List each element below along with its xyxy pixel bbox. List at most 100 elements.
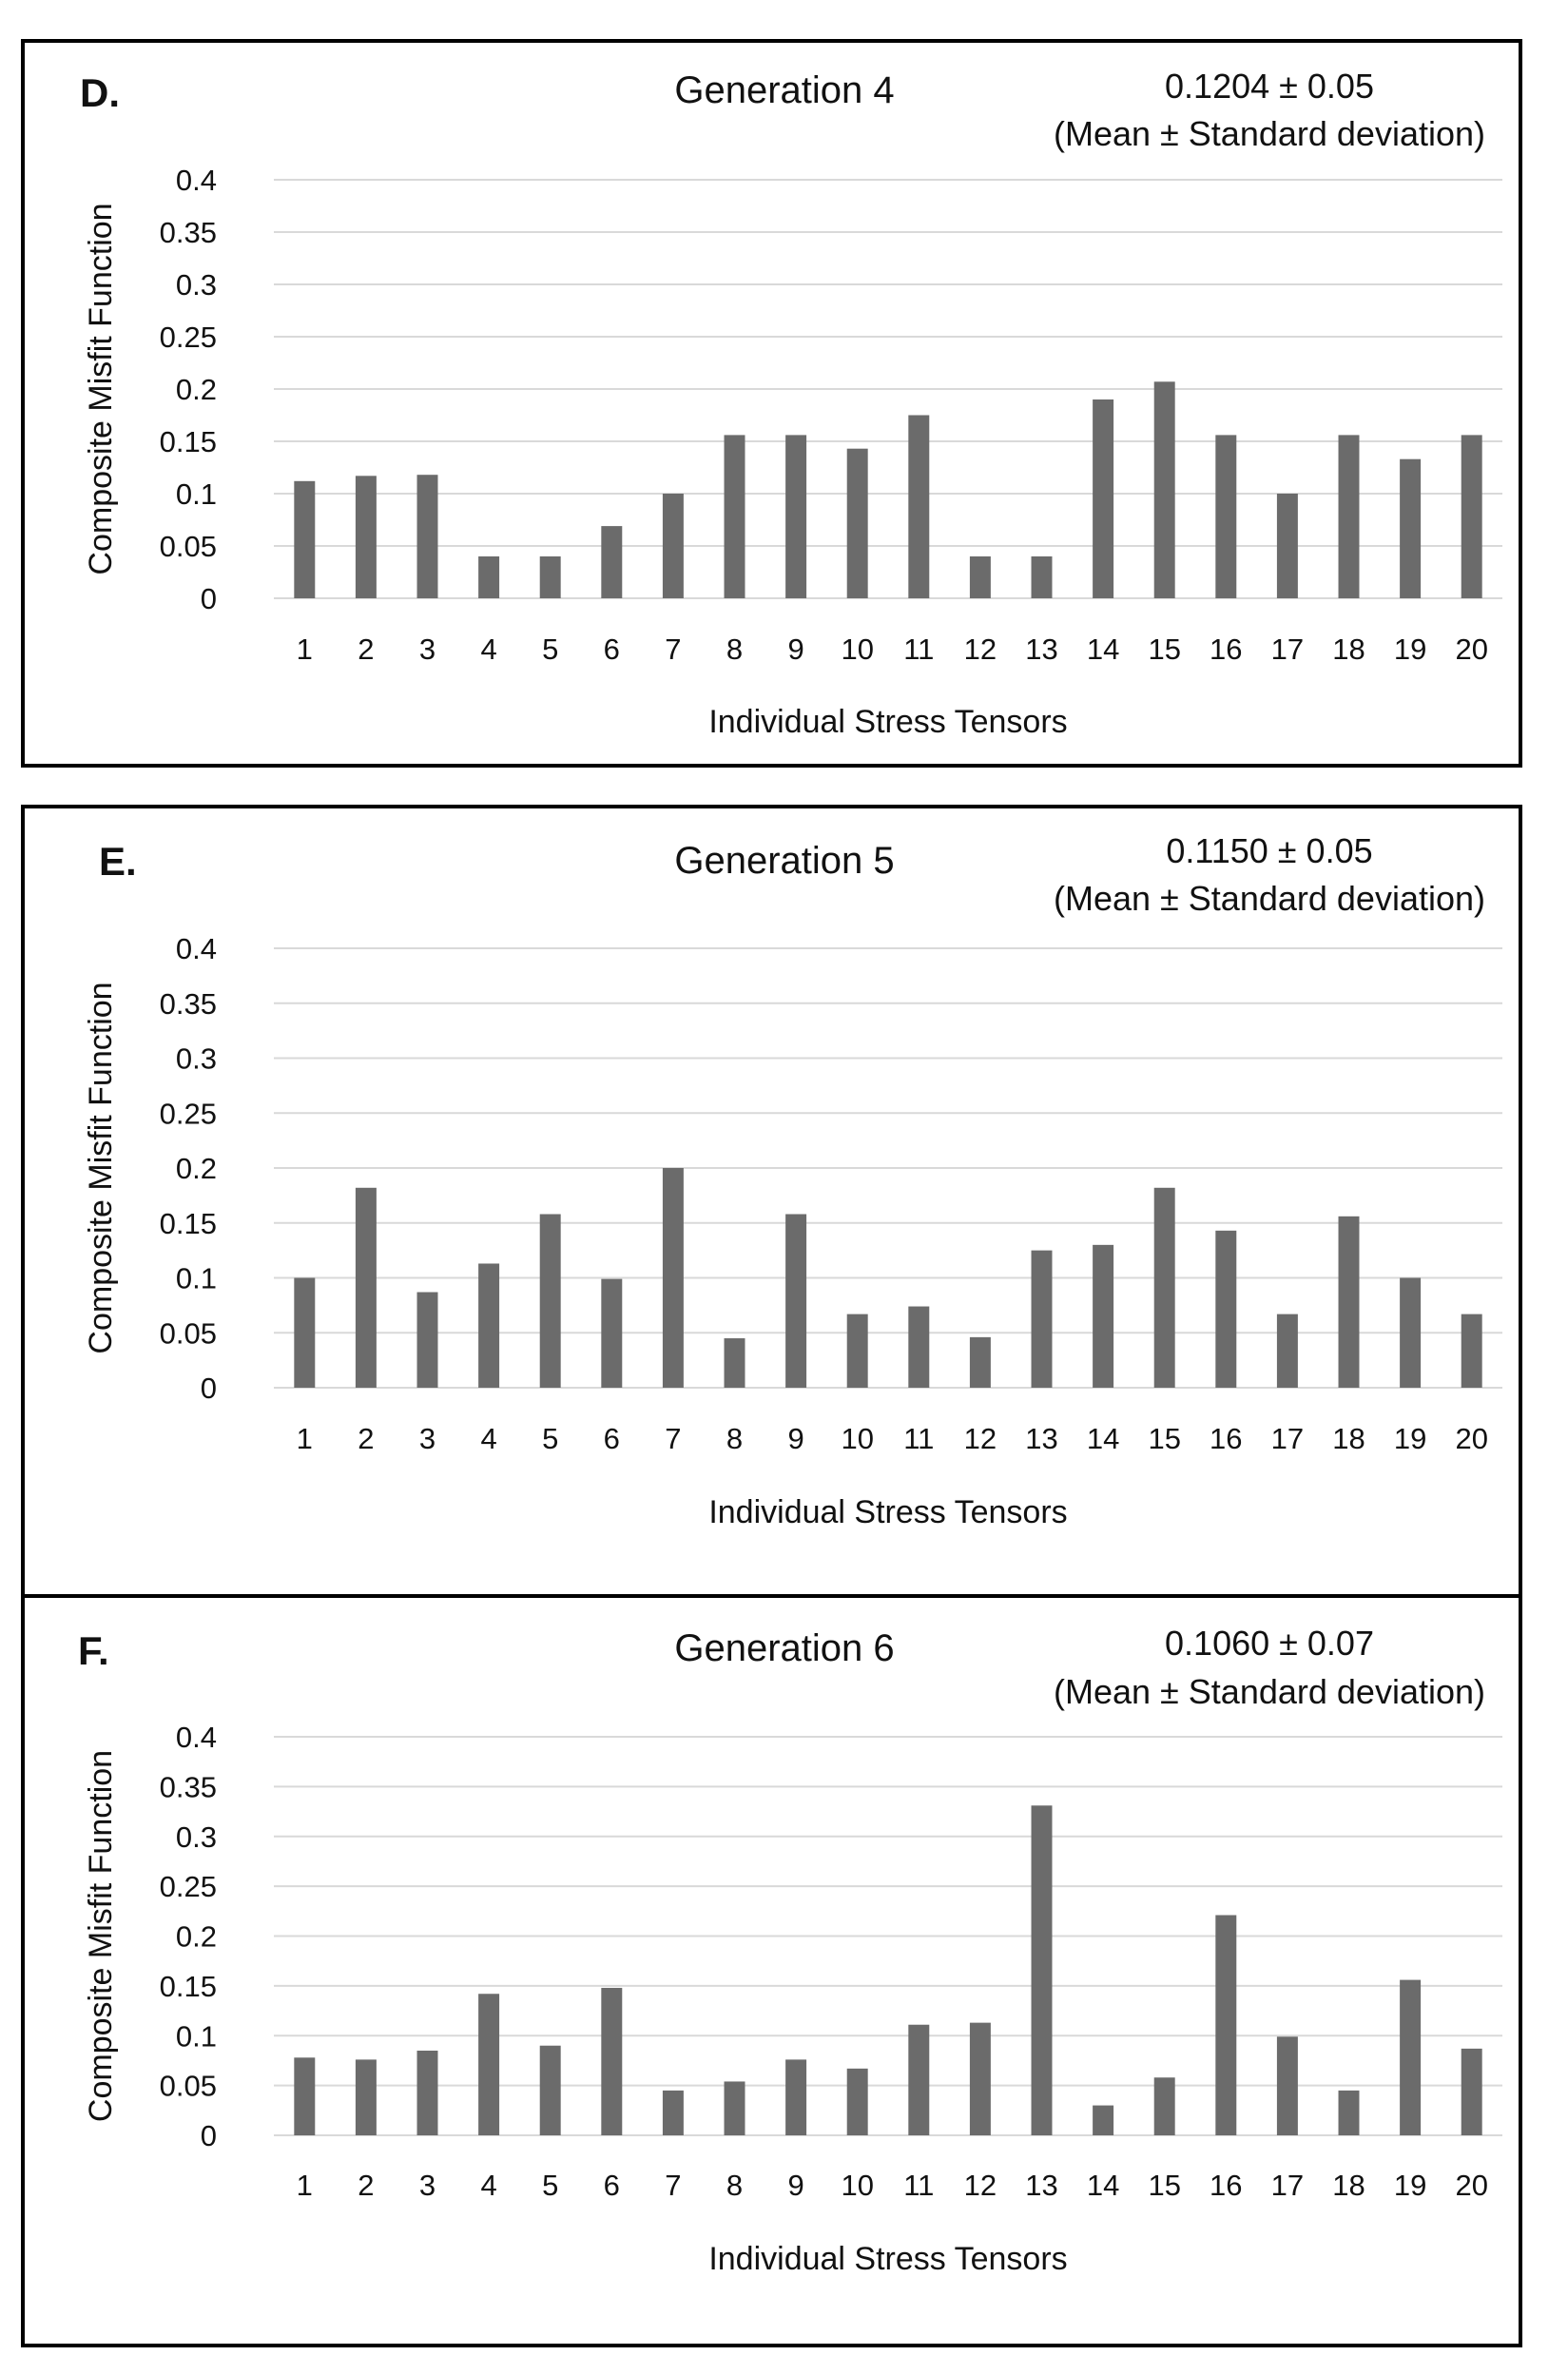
bar xyxy=(1400,1979,1422,2135)
chart-title: Generation 6 xyxy=(674,1627,894,1669)
bar xyxy=(294,1277,316,1388)
bar xyxy=(1153,381,1175,598)
x-tick-label: 16 xyxy=(1210,2169,1242,2202)
bar xyxy=(601,526,623,598)
bar xyxy=(416,1292,438,1388)
bar xyxy=(1031,1250,1053,1388)
x-tick-label: 12 xyxy=(964,633,997,666)
bar xyxy=(539,556,561,598)
panel-label: F. xyxy=(78,1628,109,1673)
x-tick-label: 14 xyxy=(1087,1422,1119,1455)
bar xyxy=(1215,435,1237,598)
bar xyxy=(1093,1244,1114,1388)
bar xyxy=(846,448,868,598)
bar xyxy=(355,476,377,598)
y-tick-label: 0.4 xyxy=(176,164,217,197)
bar xyxy=(1461,1314,1482,1388)
x-tick-label: 18 xyxy=(1332,633,1365,666)
bar xyxy=(1031,556,1053,598)
y-tick-label: 0.35 xyxy=(160,216,217,249)
bar xyxy=(846,2068,868,2135)
y-tick-label: 0.35 xyxy=(160,987,217,1021)
x-tick-label: 1 xyxy=(297,1422,313,1455)
mean-sd-value: 0.1204 ± 0.05 xyxy=(1165,67,1374,106)
mean-sd-note: (Mean ± Standard deviation) xyxy=(1054,1672,1485,1711)
bar xyxy=(294,2057,316,2135)
y-tick-label: 0.05 xyxy=(160,530,217,563)
x-tick-label: 13 xyxy=(1025,1422,1057,1455)
bar xyxy=(785,2059,807,2135)
x-tick-label: 20 xyxy=(1455,2169,1487,2202)
x-tick-label: 5 xyxy=(542,633,558,666)
bar xyxy=(1338,1216,1360,1388)
bar xyxy=(1215,1915,1237,2135)
bar xyxy=(908,415,930,598)
bar xyxy=(601,1278,623,1388)
y-axis-title: Composite Misfit Function xyxy=(83,1750,119,2122)
bar xyxy=(1338,2090,1360,2135)
x-tick-label: 9 xyxy=(787,633,803,666)
x-tick-label: 11 xyxy=(903,2169,934,2202)
bar xyxy=(969,2022,991,2135)
x-tick-label: 2 xyxy=(358,633,374,666)
x-tick-label: 19 xyxy=(1394,2169,1426,2202)
x-tick-label: 13 xyxy=(1025,633,1057,666)
y-tick-label: 0.2 xyxy=(176,1920,217,1954)
y-tick-label: 0.1 xyxy=(176,1262,217,1295)
x-tick-label: 8 xyxy=(726,633,743,666)
x-tick-label: 8 xyxy=(726,2169,743,2202)
x-tick-label: 17 xyxy=(1271,1422,1304,1455)
x-tick-label: 6 xyxy=(604,1422,620,1455)
bar xyxy=(662,2090,684,2135)
y-tick-label: 0 xyxy=(201,1372,217,1405)
bar xyxy=(969,1336,991,1388)
mean-sd-note: (Mean ± Standard deviation) xyxy=(1054,879,1485,918)
x-tick-label: 7 xyxy=(665,2169,681,2202)
x-tick-label: 12 xyxy=(964,1422,997,1455)
bar xyxy=(1400,1277,1422,1388)
y-tick-label: 0.3 xyxy=(176,1042,217,1076)
bar xyxy=(1400,458,1422,598)
x-tick-label: 9 xyxy=(787,2169,803,2202)
y-tick-label: 0.25 xyxy=(160,1097,217,1130)
bar xyxy=(1461,2048,1482,2135)
bar xyxy=(846,1314,868,1388)
y-tick-label: 0.2 xyxy=(176,1152,217,1185)
x-tick-label: 16 xyxy=(1210,1422,1242,1455)
x-tick-label: 11 xyxy=(903,1422,934,1455)
bar xyxy=(478,1994,500,2135)
panel-frame xyxy=(21,1594,1522,2347)
chart-panel: D. Generation 4 0.1204 ± 0.05 (Mean ± Stand… xyxy=(21,39,1522,768)
y-tick-label: 0.4 xyxy=(176,932,217,965)
chart-panel: F. Generation 6 0.1060 ± 0.07 (Mean ± Stand… xyxy=(21,1594,1522,2347)
bar xyxy=(355,2059,377,2135)
y-tick-label: 0.05 xyxy=(160,1316,217,1350)
bar xyxy=(908,2024,930,2135)
mean-sd-note: (Mean ± Standard deviation) xyxy=(1054,114,1485,153)
y-tick-label: 0.1 xyxy=(176,2019,217,2053)
x-tick-label: 13 xyxy=(1025,2169,1057,2202)
x-tick-label: 2 xyxy=(358,2169,374,2202)
x-tick-label: 14 xyxy=(1087,633,1119,666)
bar xyxy=(1461,435,1482,598)
mean-sd-value: 0.1060 ± 0.07 xyxy=(1165,1624,1374,1663)
chart-title: Generation 4 xyxy=(674,69,894,111)
x-tick-label: 9 xyxy=(787,1422,803,1455)
x-tick-label: 17 xyxy=(1271,633,1304,666)
x-tick-label: 10 xyxy=(841,633,873,666)
y-tick-label: 0 xyxy=(201,2119,217,2152)
bar xyxy=(724,2081,745,2135)
x-tick-label: 20 xyxy=(1455,633,1487,666)
x-tick-label: 4 xyxy=(480,633,496,666)
x-axis-title: Individual Stress Tensors xyxy=(708,1494,1067,1530)
x-tick-label: 15 xyxy=(1148,2169,1180,2202)
x-tick-label: 17 xyxy=(1271,2169,1304,2202)
x-tick-label: 11 xyxy=(903,633,934,666)
x-tick-label: 8 xyxy=(726,1422,743,1455)
bar xyxy=(1276,1314,1298,1388)
x-tick-label: 16 xyxy=(1210,633,1242,666)
x-tick-label: 1 xyxy=(297,2169,313,2202)
panel-label: D. xyxy=(80,70,120,115)
x-tick-label: 12 xyxy=(964,2169,997,2202)
